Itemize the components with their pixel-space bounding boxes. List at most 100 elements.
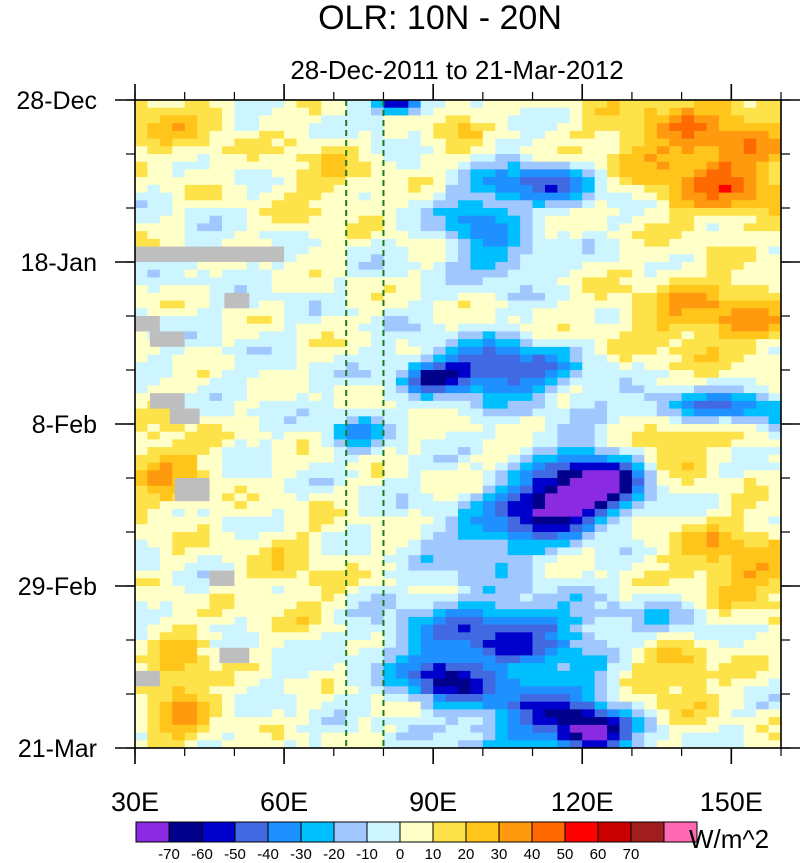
field-cell xyxy=(656,485,670,494)
field-cell xyxy=(718,300,781,309)
field-cell xyxy=(718,539,745,548)
field-cell xyxy=(656,555,708,564)
field-cell xyxy=(209,470,223,479)
field-cell xyxy=(545,570,583,579)
field-cell xyxy=(135,732,148,741)
field-cell xyxy=(569,130,596,140)
field-cell xyxy=(631,454,645,464)
field-cell xyxy=(321,431,335,440)
field-cell xyxy=(507,709,521,718)
field-cell xyxy=(197,115,223,124)
field-cell xyxy=(569,393,645,402)
field-cell xyxy=(246,616,273,626)
field-cell xyxy=(172,146,223,155)
field-cell xyxy=(445,694,484,703)
field-cell xyxy=(619,308,633,317)
field-cell xyxy=(371,694,384,703)
field-cell xyxy=(569,208,621,217)
field-cell xyxy=(433,354,447,363)
field-cell xyxy=(644,393,683,402)
field-cell xyxy=(209,292,235,302)
field-cell xyxy=(147,431,161,440)
field-cell xyxy=(209,154,248,163)
field-cell xyxy=(135,208,173,217)
field-cell xyxy=(594,670,608,680)
field-cell xyxy=(135,339,161,348)
field-cell xyxy=(308,516,335,525)
field-cell xyxy=(321,732,384,741)
colorbar-label: -60 xyxy=(191,846,213,863)
field-cell xyxy=(445,346,459,356)
field-cell xyxy=(184,331,198,340)
field-cell xyxy=(259,493,298,502)
field-cell xyxy=(743,100,757,109)
field-cell xyxy=(383,478,422,487)
field-cell xyxy=(482,408,534,417)
field-cell xyxy=(470,678,484,687)
field-cell xyxy=(656,377,708,386)
field-cell xyxy=(706,161,720,170)
field-cell xyxy=(395,339,409,348)
field-cell xyxy=(607,740,621,748)
field-cell xyxy=(681,339,757,348)
field-cell xyxy=(532,408,571,417)
field-cell xyxy=(296,177,347,186)
field-cell xyxy=(246,208,260,217)
field-cell xyxy=(135,624,148,633)
field-cell xyxy=(135,123,148,132)
field-cell xyxy=(532,501,546,510)
field-cell xyxy=(694,146,720,155)
field-cell xyxy=(197,717,211,726)
field-cell xyxy=(271,547,285,556)
field-cell xyxy=(545,547,558,556)
field-cell xyxy=(333,439,347,448)
field-cell xyxy=(507,508,534,518)
field-cell xyxy=(582,532,596,541)
field-cell xyxy=(482,701,509,710)
field-cell xyxy=(383,732,397,741)
field-cell xyxy=(184,215,211,224)
field-cell xyxy=(482,424,496,433)
field-cell xyxy=(271,169,298,178)
field-cell xyxy=(333,478,347,487)
field-cell xyxy=(234,562,248,572)
field-cell xyxy=(420,485,484,494)
field-cell xyxy=(308,439,322,448)
field-cell xyxy=(470,184,496,194)
field-cell xyxy=(159,346,186,356)
field-cell xyxy=(308,107,322,116)
colorbar-swatch xyxy=(498,821,533,843)
field-cell xyxy=(246,262,260,271)
field-cell xyxy=(321,524,347,533)
field-cell xyxy=(607,724,621,734)
field-cell xyxy=(246,346,273,356)
field-cell xyxy=(358,154,384,163)
field-cell xyxy=(333,277,347,286)
field-cell xyxy=(420,393,434,402)
field-cell xyxy=(420,532,434,541)
field-cell xyxy=(607,439,633,448)
field-cell xyxy=(594,570,608,579)
field-cell xyxy=(458,246,471,255)
field-cell xyxy=(619,724,633,734)
field-cell xyxy=(333,485,360,494)
field-cell xyxy=(681,593,707,602)
field-cell xyxy=(346,717,360,726)
field-cell xyxy=(395,215,422,224)
field-cell xyxy=(731,508,745,518)
field-cell xyxy=(420,478,484,487)
field-cell xyxy=(520,177,571,186)
field-cell xyxy=(557,377,571,386)
field-cell xyxy=(495,138,534,147)
field-cell xyxy=(582,246,596,255)
field-cell xyxy=(594,439,608,448)
field-cell xyxy=(371,192,434,201)
field-cell xyxy=(147,694,173,703)
field-cell xyxy=(644,485,658,494)
colorbar-swatch xyxy=(564,821,599,843)
field-cell xyxy=(383,694,409,703)
field-cell xyxy=(371,632,384,641)
colorbar-swatch xyxy=(168,821,203,843)
field-cell xyxy=(768,130,781,140)
field-cell xyxy=(234,601,298,610)
